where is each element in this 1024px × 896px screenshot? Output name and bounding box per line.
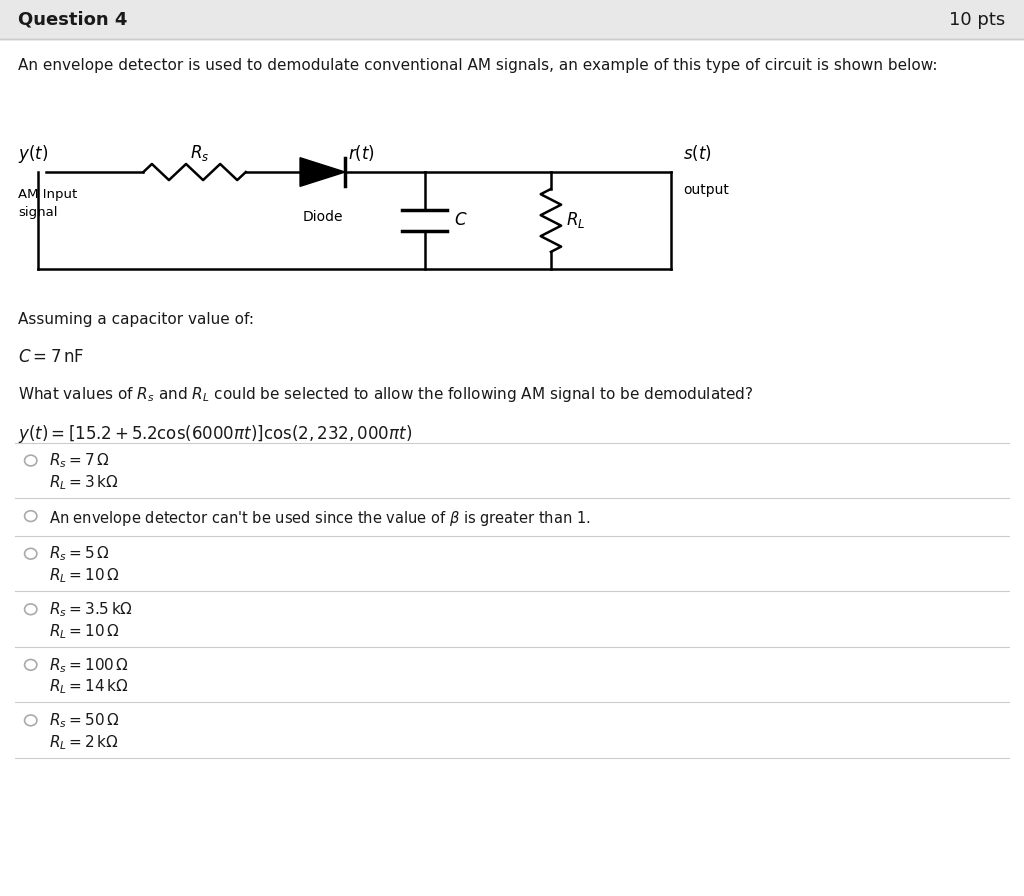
Text: Assuming a capacitor value of:: Assuming a capacitor value of: (18, 312, 254, 327)
Bar (0, 0, 1024, 39)
Text: Diode: Diode (302, 210, 343, 224)
Text: $s(t)$: $s(t)$ (683, 143, 712, 163)
Text: $R_L$: $R_L$ (566, 211, 586, 230)
Text: $R_L = 14\,\text{k}\Omega$: $R_L = 14\,\text{k}\Omega$ (49, 677, 129, 696)
Text: $r(t)$: $r(t)$ (348, 143, 375, 163)
Polygon shape (300, 158, 345, 186)
Text: $C$: $C$ (454, 211, 467, 229)
Text: $R_L = 10\,\Omega$: $R_L = 10\,\Omega$ (49, 622, 120, 641)
Text: $R_s = 7\,\Omega$: $R_s = 7\,\Omega$ (49, 452, 110, 470)
Text: $R_s = 50\,\Omega$: $R_s = 50\,\Omega$ (49, 711, 120, 730)
Text: $y(t) = [15.2 + 5.2\cos(6000\pi t)]\cos(2, 232, 000\pi t)$: $y(t) = [15.2 + 5.2\cos(6000\pi t)]\cos(… (18, 423, 413, 445)
Text: $R_s = 100\,\Omega$: $R_s = 100\,\Omega$ (49, 656, 129, 675)
Text: $R_L = 3\,\text{k}\Omega$: $R_L = 3\,\text{k}\Omega$ (49, 473, 119, 492)
Text: $R_s = 3.5\,\text{k}\Omega$: $R_s = 3.5\,\text{k}\Omega$ (49, 600, 133, 619)
Text: $C = 7\,\text{nF}$: $C = 7\,\text{nF}$ (18, 348, 85, 366)
Text: What values of $R_s$ and $R_L$ could be selected to allow the following AM signa: What values of $R_s$ and $R_L$ could be … (18, 385, 754, 404)
Text: AM Input: AM Input (18, 188, 78, 202)
Text: signal: signal (18, 206, 58, 220)
Text: $R_s = 5\,\Omega$: $R_s = 5\,\Omega$ (49, 545, 110, 564)
Text: output: output (683, 183, 729, 197)
Text: $y(t)$: $y(t)$ (18, 142, 49, 165)
Text: $R_L = 2\,\text{k}\Omega$: $R_L = 2\,\text{k}\Omega$ (49, 733, 119, 752)
Text: Question 4: Question 4 (18, 11, 128, 29)
Text: An envelope detector is used to demodulate conventional AM signals, an example o: An envelope detector is used to demodula… (18, 58, 938, 73)
Text: $R_L = 10\,\Omega$: $R_L = 10\,\Omega$ (49, 566, 120, 585)
Text: 10 pts: 10 pts (949, 11, 1006, 29)
Text: An envelope detector can't be used since the value of $\beta$ is greater than 1.: An envelope detector can't be used since… (49, 509, 591, 528)
Text: $R_s$: $R_s$ (190, 143, 209, 163)
